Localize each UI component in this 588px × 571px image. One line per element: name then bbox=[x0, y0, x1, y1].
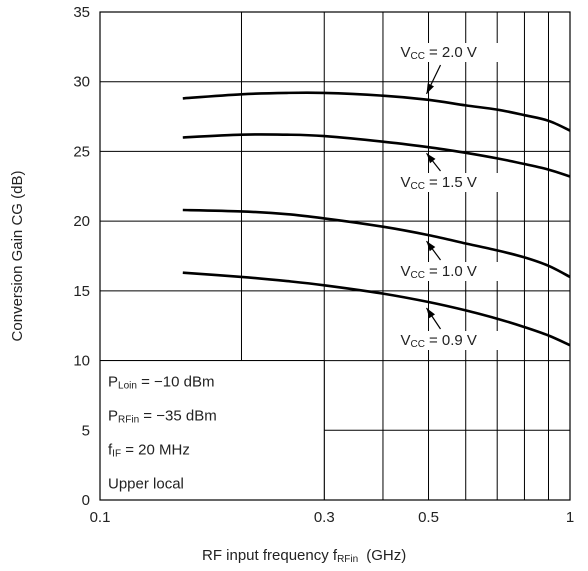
x-axis-label-sub: RFin bbox=[337, 554, 358, 565]
y-tick-label: 0 bbox=[82, 492, 90, 509]
y-axis-label: Conversion Gain CG (dB) bbox=[9, 171, 26, 342]
conditions-box bbox=[99, 360, 325, 501]
annotation-bg-1 bbox=[398, 173, 511, 192]
annotation-bg-0 bbox=[398, 43, 511, 62]
annotation-arrowhead-2 bbox=[426, 241, 436, 252]
x-axis-label: RF input frequency fRFin (GHz) bbox=[202, 547, 406, 565]
condition-line-0: PLoin = −10 dBm bbox=[108, 374, 214, 392]
condition-line-3: Upper local bbox=[108, 476, 184, 493]
x-tick-label: 0.3 bbox=[314, 509, 335, 526]
x-tick-labels: 0.1 0.3 0.5 1 bbox=[90, 509, 575, 526]
annotation-bg-3 bbox=[398, 331, 511, 350]
annotation-arrowhead-0 bbox=[426, 83, 434, 94]
annotation-label-1: VCC = 1.5 V bbox=[401, 174, 477, 192]
x-tick-label: 0.5 bbox=[418, 509, 439, 526]
y-tick-label: 5 bbox=[82, 422, 90, 439]
grid bbox=[100, 12, 570, 500]
y-tick-label: 10 bbox=[73, 353, 90, 370]
y-tick-label: 30 bbox=[73, 74, 90, 91]
y-tick-label: 35 bbox=[73, 4, 90, 21]
conditions-text: PLoin = −10 dBm PRFin = −35 dBm fIF = 20 M… bbox=[108, 374, 217, 493]
series-line-1 bbox=[182, 133, 571, 178]
series-line-2 bbox=[182, 208, 571, 279]
y-tick-label: 20 bbox=[73, 213, 90, 230]
annotation-bg-2 bbox=[398, 262, 511, 281]
y-tick-label: 25 bbox=[73, 143, 90, 160]
annotation-label-0: VCC = 2.0 V bbox=[401, 44, 477, 62]
x-tick-label: 1 bbox=[566, 509, 574, 526]
annotation-arrowhead-3 bbox=[426, 308, 435, 319]
annotation-label-3: VCC = 0.9 V bbox=[401, 332, 477, 350]
x-axis-label-main: RF input frequency f bbox=[202, 547, 338, 564]
series-lines bbox=[182, 91, 571, 347]
condition-line-1: PRFin = −35 dBm bbox=[108, 408, 217, 426]
condition-line-2: fIF = 20 MHz bbox=[108, 442, 190, 460]
series-annotations: VCC = 2.0 V VCC = 1.5 V VCC = 1.0 V VCC = 0.9 V bbox=[398, 43, 511, 350]
y-tick-label: 15 bbox=[73, 283, 90, 300]
y-tick-labels: 0 5 10 15 20 25 30 35 bbox=[73, 4, 90, 509]
x-tick-label: 0.1 bbox=[90, 509, 111, 526]
plot-frame bbox=[99, 11, 571, 501]
annotation-label-2: VCC = 1.0 V bbox=[401, 263, 477, 281]
series-line-3 bbox=[182, 271, 571, 347]
x-axis-label-unit: (GHz) bbox=[366, 547, 406, 564]
annotation-arrowhead-1 bbox=[426, 153, 436, 164]
series-line-0 bbox=[182, 91, 571, 132]
